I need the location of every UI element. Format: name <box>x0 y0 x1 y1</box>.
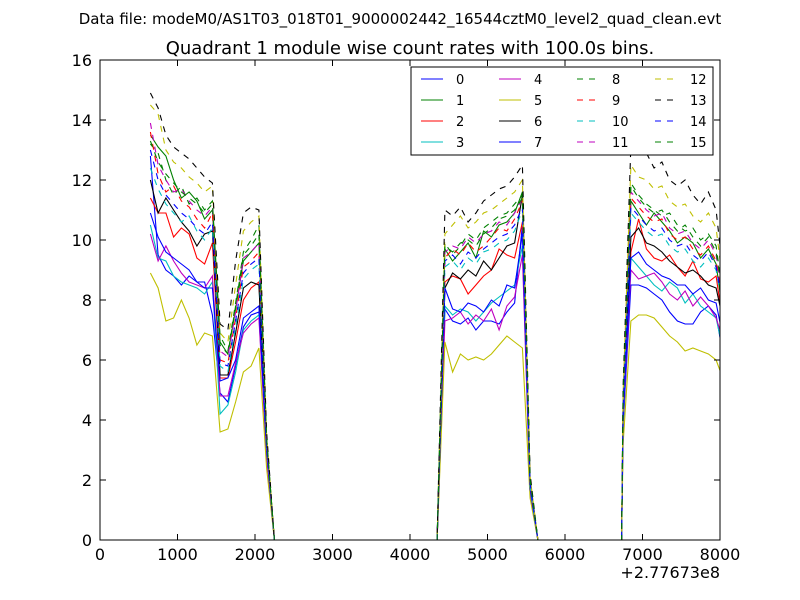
legend-label-10: 10 <box>612 115 629 130</box>
chart-title: Quadrant 1 module wise count rates with … <box>166 38 655 59</box>
legend-label-4: 4 <box>534 73 542 88</box>
x-tick-label: 4000 <box>390 545 431 564</box>
series-line-12 <box>149 104 720 540</box>
legend-label-7: 7 <box>534 136 542 151</box>
legend-label-1: 1 <box>456 94 464 109</box>
y-tick-label: 16 <box>72 51 92 70</box>
y-tick-label: 12 <box>72 171 92 190</box>
x-tick-label: 7000 <box>622 545 663 564</box>
series-line-14 <box>149 149 720 540</box>
series-line-5 <box>149 272 720 540</box>
series-line-11 <box>149 122 720 540</box>
y-tick-label: 10 <box>72 231 92 250</box>
x-tick-label: 5000 <box>467 545 508 564</box>
x-tick-label: 0 <box>95 545 105 564</box>
y-tick-label: 14 <box>72 111 92 130</box>
series-line-3 <box>149 224 720 540</box>
legend-label-13: 13 <box>690 94 707 109</box>
legend-label-3: 3 <box>456 136 464 151</box>
y-tick-label: 0 <box>82 531 92 550</box>
legend-label-12: 12 <box>690 73 707 88</box>
series-line-15 <box>149 140 720 540</box>
series-line-10 <box>149 167 720 540</box>
series-line-4 <box>149 233 720 540</box>
x-tick-label: 3000 <box>312 545 353 564</box>
series-line-9 <box>149 131 720 540</box>
legend-label-8: 8 <box>612 73 620 88</box>
x-offset-label: +2.77673e8 <box>620 563 720 582</box>
y-tick-label: 4 <box>82 411 92 430</box>
series-line-8 <box>149 143 720 540</box>
x-tick-label: 6000 <box>545 545 586 564</box>
series-line-0 <box>149 155 720 540</box>
x-tick-label: 2000 <box>235 545 276 564</box>
y-tick-label: 2 <box>82 471 92 490</box>
legend-label-6: 6 <box>534 115 542 130</box>
x-tick-label: 1000 <box>157 545 198 564</box>
legend-label-2: 2 <box>456 115 464 130</box>
legend-label-15: 15 <box>690 136 707 151</box>
legend-label-5: 5 <box>534 94 542 109</box>
legend-label-0: 0 <box>456 73 464 88</box>
series-layer <box>149 92 720 540</box>
y-tick-label: 6 <box>82 351 92 370</box>
series-line-2 <box>149 197 720 540</box>
legend-box <box>410 66 714 156</box>
legend-label-11: 11 <box>612 136 629 151</box>
legend-label-14: 14 <box>690 115 707 130</box>
series-line-7 <box>149 212 720 540</box>
chart-suptitle: Data file: modeM0/AS1T03_018T01_90000024… <box>79 10 722 29</box>
series-line-6 <box>149 179 720 540</box>
x-tick-label: 8000 <box>700 545 741 564</box>
axis-ticks: 0 1000 2000 3000 4000 5000 6000 7000 80000246810… <box>72 51 741 564</box>
series-line-13 <box>149 92 720 540</box>
y-tick-label: 8 <box>82 291 92 310</box>
legend-label-9: 9 <box>612 94 620 109</box>
